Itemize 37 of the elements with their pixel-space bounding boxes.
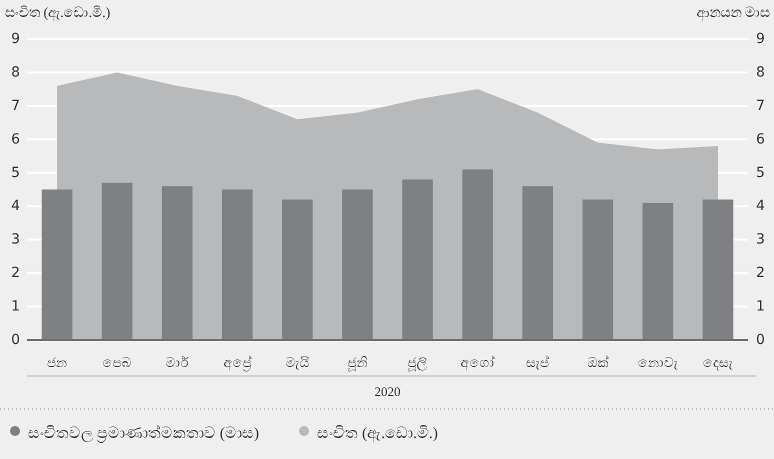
- x-tick-label: ජූලි: [408, 354, 428, 372]
- y2-tick-label: 7: [756, 98, 765, 114]
- x-tick-label: මාර්: [166, 354, 190, 370]
- y2-tick-label: 5: [756, 164, 765, 181]
- x-tick-label: ඔක්: [587, 354, 610, 370]
- y-tick-label: 9: [11, 31, 20, 47]
- x-tick-label: අගෝ: [460, 354, 495, 372]
- y2-tick-label: 9: [756, 31, 765, 47]
- y-tick-label: 5: [11, 164, 20, 181]
- y-tick-label: 7: [11, 98, 20, 114]
- y2-tick-label: 1: [756, 298, 765, 315]
- legend-label: සංචිත (ඇ.ඩො.මි.): [317, 424, 438, 442]
- y-tick-label: 2: [11, 265, 20, 282]
- y-axis-title: සංචිත (ඇ.ඩො.මි.): [5, 6, 111, 22]
- y2-tick-label: 0: [756, 332, 765, 348]
- x-tick-label: දෙසැ: [702, 354, 733, 370]
- x-tick-label: පෙබ: [102, 354, 132, 370]
- y2-tick-label: 6: [756, 131, 765, 148]
- y-tick-label: 4: [11, 198, 20, 214]
- y2-tick-label: 2: [756, 265, 765, 282]
- y-tick-label: 6: [11, 131, 20, 148]
- y2-tick-label: 8: [756, 64, 765, 80]
- y-tick-label: 3: [11, 232, 20, 248]
- x-tick-label: මැයි: [285, 354, 310, 370]
- legend-label: සංචිතවල ප්‍රමාණාත්මකතාව (මාස): [28, 424, 260, 442]
- y2-tick-label: 4: [756, 198, 765, 214]
- y-tick-label: 0: [11, 332, 20, 348]
- y-tick-label: 8: [11, 64, 20, 80]
- x-axis-title: 2020: [374, 384, 400, 398]
- y2-tick-label: 3: [756, 232, 765, 248]
- x-tick-label: ජන: [47, 354, 68, 370]
- x-tick-label: සැප්: [526, 354, 550, 370]
- y2-axis-title: ආනයන මාස: [696, 6, 770, 22]
- x-tick-label: අප්‍රේ: [223, 354, 252, 372]
- x-tick-label: නොවැ: [638, 354, 678, 370]
- x-tick-label: ජූනි: [347, 354, 368, 372]
- y-tick-label: 1: [11, 298, 20, 315]
